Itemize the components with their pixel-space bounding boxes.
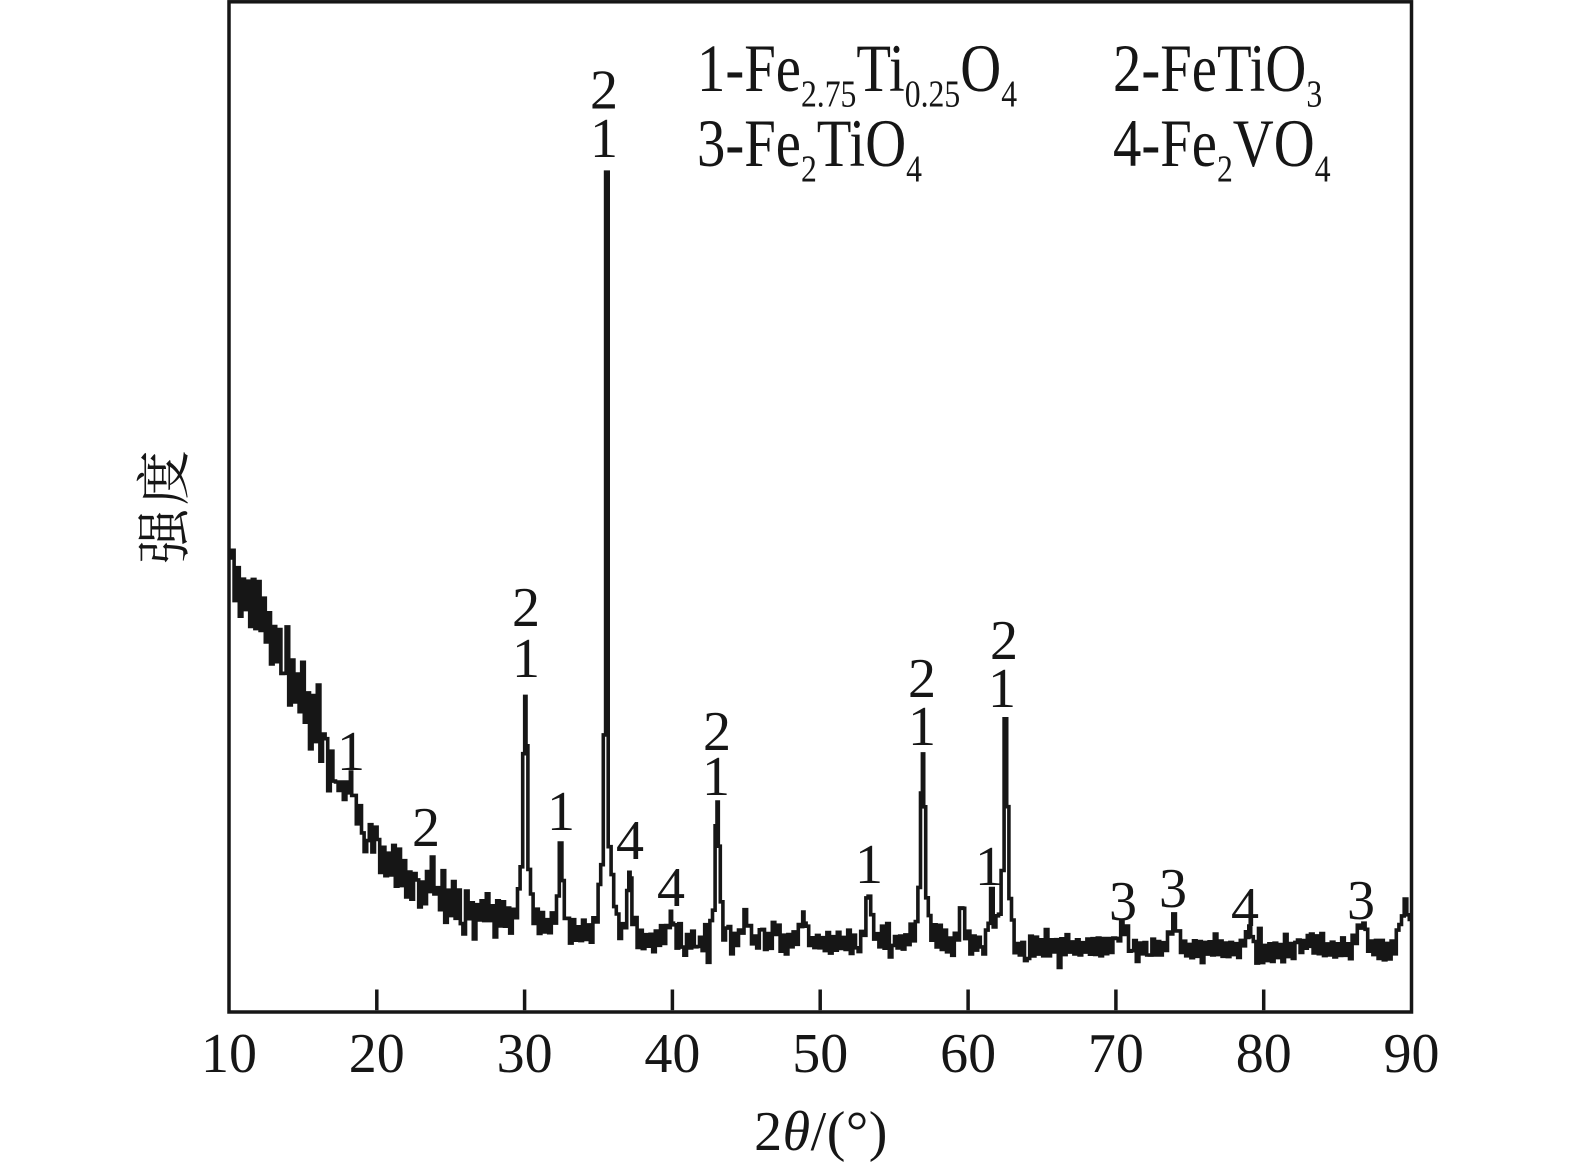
svg-text:1: 1 xyxy=(337,721,365,783)
svg-text:2: 2 xyxy=(412,797,440,859)
svg-text:1: 1 xyxy=(908,696,936,758)
svg-text:1: 1 xyxy=(547,781,575,843)
svg-text:4: 4 xyxy=(1231,877,1259,939)
svg-text:2: 2 xyxy=(590,60,618,122)
svg-text:3: 3 xyxy=(1159,858,1187,920)
svg-text:30: 30 xyxy=(497,1023,553,1085)
svg-text:4: 4 xyxy=(657,857,685,919)
svg-text:1-Fe2.75Ti0.25O4: 1-Fe2.75Ti0.25O4 xyxy=(697,30,1017,115)
svg-text:2: 2 xyxy=(512,577,540,639)
svg-text:2θ/(°): 2θ/(°) xyxy=(754,1101,888,1163)
svg-text:60: 60 xyxy=(940,1023,996,1085)
svg-text:1: 1 xyxy=(702,746,730,808)
svg-text:40: 40 xyxy=(644,1023,700,1085)
svg-text:2-FeTiO3: 2-FeTiO3 xyxy=(1113,30,1322,115)
svg-text:1: 1 xyxy=(975,836,1003,898)
svg-text:2: 2 xyxy=(990,610,1018,672)
svg-text:50: 50 xyxy=(792,1023,848,1085)
svg-text:20: 20 xyxy=(349,1023,405,1085)
svg-text:1: 1 xyxy=(590,108,618,170)
svg-text:3: 3 xyxy=(1347,870,1375,932)
svg-text:1: 1 xyxy=(855,834,883,896)
svg-text:3: 3 xyxy=(1109,871,1137,933)
svg-text:10: 10 xyxy=(201,1023,257,1085)
svg-text:1: 1 xyxy=(988,658,1016,720)
svg-text:70: 70 xyxy=(1088,1023,1144,1085)
svg-text:90: 90 xyxy=(1384,1023,1440,1085)
svg-text:2: 2 xyxy=(908,648,936,710)
svg-text:1: 1 xyxy=(512,628,540,690)
svg-text:80: 80 xyxy=(1236,1023,1292,1085)
svg-text:2: 2 xyxy=(703,701,731,763)
svg-text:4: 4 xyxy=(616,810,644,872)
